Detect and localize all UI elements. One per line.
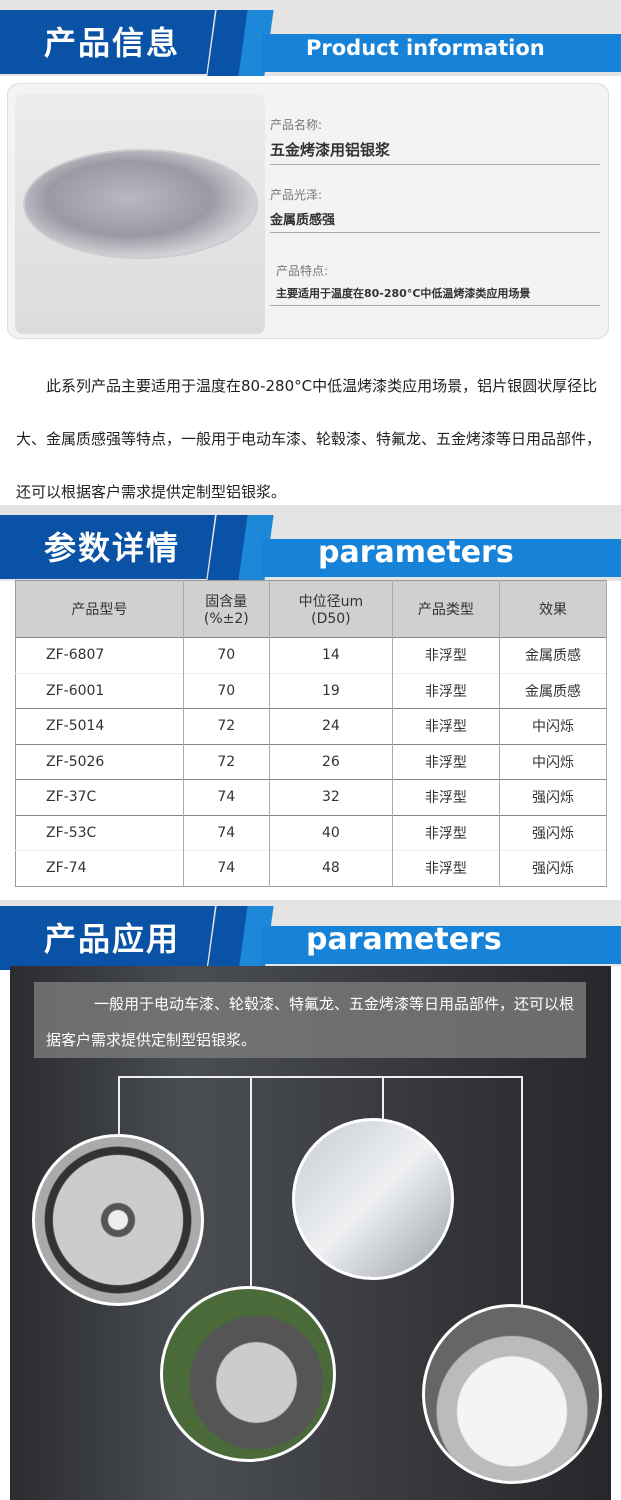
section-header-params: 参数详情 parameters	[0, 505, 621, 581]
table-cell: 强闪烁	[499, 814, 608, 851]
product-photo	[15, 94, 265, 334]
table-cell: 48	[269, 850, 393, 886]
kitchenware-image	[292, 1118, 454, 1280]
table-cell: 70	[183, 637, 270, 673]
table-cell: 非浮型	[392, 743, 500, 780]
table-cell: ZF-5026	[15, 743, 184, 780]
product-info-card: 产品名称: 五金烤漆用铝银浆 产品光泽: 金属质感强 产品特点: 主要适用于温度…	[7, 83, 609, 339]
section-header-info: 产品信息 Product information	[0, 0, 621, 76]
table-row: ZF-6001 70 19 非浮型 金属质感	[15, 672, 608, 709]
table-cell: ZF-74	[15, 850, 184, 886]
product-name-field: 产品名称: 五金烤漆用铝银浆	[270, 116, 600, 165]
table-cell: 中闪烁	[499, 708, 608, 744]
label: 产品光泽:	[270, 188, 323, 202]
table-cell: 非浮型	[392, 814, 500, 851]
table-cell: 74	[183, 779, 270, 815]
section-title-en: Product information	[306, 36, 545, 60]
table-cell: 32	[269, 779, 393, 815]
table-cell: 72	[183, 743, 270, 780]
value: 主要适用于温度在80-280°C中低温烤漆类应用场景	[276, 287, 531, 300]
product-feature-field: 产品特点: 主要适用于温度在80-280°C中低温烤漆类应用场景	[270, 262, 600, 306]
table-cell: 强闪烁	[499, 779, 608, 815]
table-cell: 金属质感	[499, 637, 608, 673]
table-cell: 74	[183, 814, 270, 851]
table-cell: ZF-6001	[15, 672, 184, 709]
wheel-image	[32, 1134, 204, 1306]
table-cell: 非浮型	[392, 850, 500, 886]
table-cell: 24	[269, 708, 393, 744]
value: 五金烤漆用铝银浆	[270, 141, 391, 159]
section-title-en: parameters	[318, 535, 514, 570]
table-cell: ZF-5014	[15, 708, 184, 744]
table-cell: 金属质感	[499, 672, 608, 709]
appliance-part-image	[422, 1304, 602, 1484]
value: 金属质感强	[270, 213, 336, 228]
table-cell: 70	[183, 672, 270, 709]
description: 此系列产品主要适用于温度在80-280°C中低温烤漆类应用场景，铝片银圆状厚径比…	[16, 377, 602, 501]
table-cell: 74	[183, 850, 270, 886]
table-cell: 19	[269, 672, 393, 709]
table-cell: 非浮型	[392, 708, 500, 744]
application-caption: 一般用于电动车漆、轮毂漆、特氟龙、五金烤漆等日用品部件，还可以根据客户需求提供定…	[34, 982, 586, 1058]
column-header: 产品型号	[15, 580, 184, 638]
label: 产品名称:	[270, 118, 323, 132]
column-header: 固含量 (%±2)	[183, 580, 270, 638]
column-header: 中位径um (D50)	[269, 580, 393, 638]
table-row: ZF-6807 70 14 非浮型 金属质感	[15, 637, 608, 673]
column-header: 效果	[499, 580, 608, 638]
table-cell: 中闪烁	[499, 743, 608, 780]
table-cell: 26	[269, 743, 393, 780]
table-row: ZF-37C 74 32 非浮型 强闪烁	[15, 779, 608, 815]
parameters-table: 产品型号 固含量 (%±2) 中位径um (D50) 产品类型 效果 ZF-6807 70…	[15, 580, 608, 887]
table-cell: ZF-53C	[15, 814, 184, 851]
table-row: ZF-74 74 48 非浮型 强闪烁	[15, 850, 608, 886]
label: 产品特点:	[276, 264, 329, 278]
table-cell: 非浮型	[392, 637, 500, 673]
table-cell: 40	[269, 814, 393, 851]
scooter-image	[160, 1286, 336, 1462]
table-cell: 14	[269, 637, 393, 673]
table-cell: 非浮型	[392, 672, 500, 709]
section-title-cn: 产品信息	[44, 24, 181, 62]
table-cell: 72	[183, 708, 270, 744]
application-section: 一般用于电动车漆、轮毂漆、特氟龙、五金烤漆等日用品部件，还可以根据客户需求提供定…	[10, 966, 611, 1500]
table-row: ZF-53C 74 40 非浮型 强闪烁	[15, 814, 608, 851]
section-title-cn: 产品应用	[44, 920, 181, 958]
product-gloss-field: 产品光泽: 金属质感强	[270, 186, 600, 233]
table-row: ZF-5014 72 24 非浮型 中闪烁	[15, 708, 608, 744]
table-cell: 非浮型	[392, 779, 500, 815]
column-header: 产品类型	[392, 580, 500, 638]
table-row: ZF-5026 72 26 非浮型 中闪烁	[15, 743, 608, 780]
section-title-cn: 参数详情	[44, 529, 181, 567]
table-cell: ZF-6807	[15, 637, 184, 673]
table-cell: ZF-37C	[15, 779, 184, 815]
section-title-en: parameters	[306, 922, 502, 957]
section-header-application: 产品应用 parameters	[0, 900, 621, 972]
table-cell: 强闪烁	[499, 850, 608, 886]
